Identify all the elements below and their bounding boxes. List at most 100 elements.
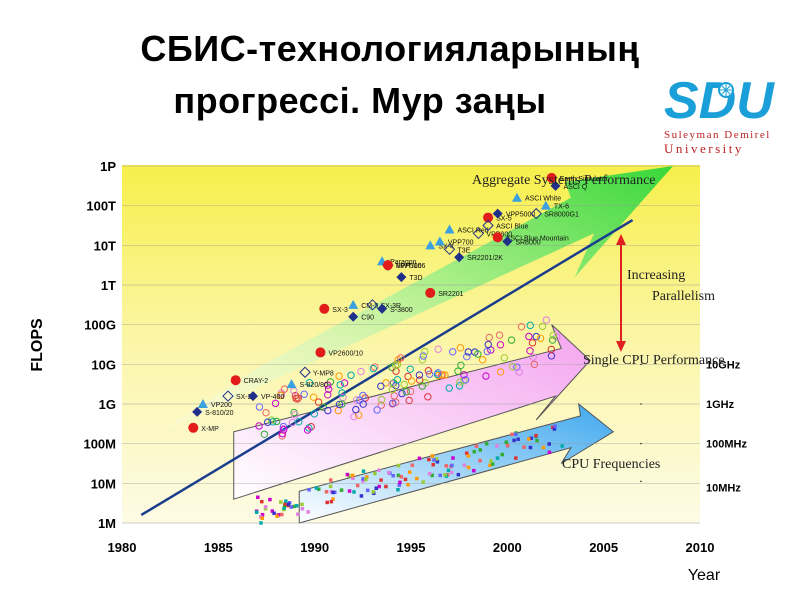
system-label: SX-4 [438, 243, 454, 250]
cpu-perf-point [526, 347, 534, 355]
cpu-freq-point [547, 450, 552, 455]
cpu-freq-point [472, 468, 476, 473]
cpu-freq-point [504, 440, 509, 444]
cpu-perf-point [530, 360, 539, 369]
cpu-freq-point [464, 451, 469, 455]
system-label: CM-5 [361, 303, 378, 310]
system-label: CRAY-2 [244, 378, 269, 385]
slide-title-line1: СБИС-технологияларының [140, 28, 640, 69]
cpu-perf-point [305, 378, 314, 387]
system-label: VP-400 [261, 394, 284, 401]
cpu-perf-point [324, 381, 332, 389]
cpu-perf-point [460, 371, 468, 379]
system-point [483, 212, 494, 223]
cpu-freq-point [434, 457, 439, 461]
system-point [472, 227, 485, 240]
system-label: S-810/20 [205, 410, 234, 417]
cpu-perf-point [483, 347, 491, 356]
cpu-freq-point [438, 473, 442, 478]
cpu-freq-point [391, 473, 395, 478]
sdu-logo-mark-icon: SDU [664, 72, 775, 130]
annotation-cpu-freq: CPU Frequencies [562, 457, 660, 472]
logo-mark: SDU [664, 72, 775, 130]
cpu-perf-point [434, 345, 442, 353]
cpu-perf-point [324, 385, 333, 393]
cpu-perf-point [340, 379, 349, 387]
cpu-freq-point [513, 432, 518, 436]
cpu-perf-point [496, 368, 505, 376]
cpu-freq-point [379, 478, 383, 482]
cpu-freq-point [490, 462, 495, 466]
system-label: TX-6 [554, 204, 569, 211]
trend-line-segment [140, 218, 634, 517]
cpu-perf-point [424, 393, 432, 401]
cpu-freq-point [260, 516, 264, 521]
cpu-perf-point [528, 339, 537, 347]
cpu-freq-point [259, 521, 263, 525]
cpu-freq-point [510, 432, 514, 437]
cpu-freq-point [427, 457, 431, 462]
annotation-parallelism: Parallelism [652, 289, 715, 304]
system-point [511, 192, 522, 202]
cpu-perf-point [338, 400, 346, 408]
cpu-freq-point [398, 480, 402, 485]
cpu-freq-point [365, 488, 370, 493]
system-point [315, 347, 326, 358]
x-tick-label: 1980 [108, 540, 137, 555]
cpu-perf-point [357, 367, 365, 376]
system-point [444, 224, 455, 234]
cpu-perf-point [388, 380, 396, 388]
cpu-freq-point [527, 437, 531, 441]
cpu-perf-point [324, 391, 332, 399]
cpu-perf-point [377, 401, 385, 409]
cpu-perf-point [418, 356, 427, 364]
cpu-perf-point [278, 429, 287, 438]
cpu-freq-point [294, 504, 299, 508]
system-label: VP2600/10 [328, 350, 363, 357]
system-point [550, 180, 561, 191]
cpu-freq-point [421, 480, 425, 484]
system-label: SR8000G1 [544, 212, 579, 219]
cpu-perf-point [355, 411, 363, 419]
cpu-freq-point [364, 477, 368, 482]
system-point [348, 311, 359, 322]
cpu-freq-point [472, 449, 476, 454]
system-point [425, 240, 436, 250]
system-label: VPP5000 [506, 212, 536, 219]
system-point [188, 422, 199, 433]
cpu-perf-point [542, 316, 551, 324]
cpu-freq-point [256, 495, 260, 500]
cpu-perf-point [300, 390, 308, 398]
cpu-perf-point [456, 344, 465, 352]
cpu-freq-point [456, 472, 461, 477]
cpu-freq-point [289, 505, 294, 509]
cpu-perf-point [293, 395, 302, 403]
cpu-perf-point [437, 371, 446, 380]
cpu-perf-point [495, 331, 504, 339]
cpu-perf-point [532, 332, 540, 341]
system-point [492, 232, 503, 243]
cpu-freq-point [279, 500, 283, 504]
cpu-perf-point [255, 422, 263, 430]
parallelism-arrow-head-bottom [616, 341, 626, 352]
system-label: S-820/80 [300, 382, 329, 389]
cpu-freq-point [535, 438, 539, 443]
aggregate-arrow-body [160, 166, 674, 432]
cpu-perf-point [485, 333, 493, 342]
system-label: SX-3R [380, 303, 401, 310]
cpu-frequency-arrow [298, 402, 615, 524]
system-label: X-MP [201, 426, 219, 433]
x-tick-label: 2005 [589, 540, 618, 555]
system-point [502, 236, 513, 247]
cpu-perf-point [347, 371, 355, 379]
x-tick-label: 1985 [204, 540, 233, 555]
system-point [248, 391, 259, 402]
cpu-freq-point [377, 468, 381, 473]
cpu-freq-point [324, 490, 329, 494]
cpu-perf-point [461, 376, 470, 384]
annotation-increasing: Increasing [627, 268, 685, 283]
cpu-freq-point [331, 490, 335, 495]
cpu-frequency-arrow-body [298, 402, 615, 524]
cpu-freq-point [260, 499, 264, 504]
